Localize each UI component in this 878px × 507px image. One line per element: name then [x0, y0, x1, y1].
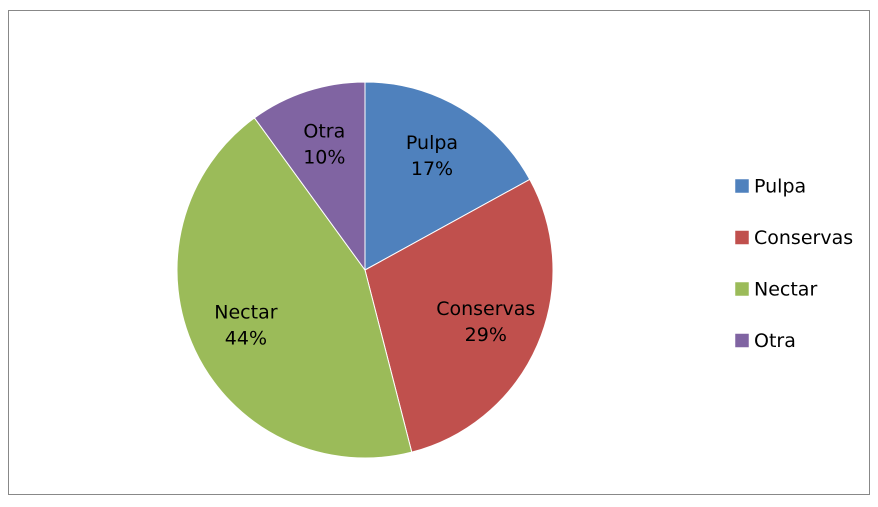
slice-category-label: Otra: [303, 120, 345, 142]
legend-label: Pulpa: [754, 176, 806, 198]
pie-slice: [176, 117, 413, 459]
legend-swatch: [734, 333, 750, 348]
slice-category-label: Nectar: [214, 302, 277, 324]
pie-slice: [364, 81, 531, 271]
pie-slice: [364, 178, 554, 453]
slice-category-label: Conservas: [436, 298, 535, 320]
slice-category-label: Pulpa: [406, 132, 458, 154]
legend-label: Conservas: [754, 227, 853, 249]
legend-label: Otra: [754, 330, 796, 352]
slice-value-label: 44%: [225, 328, 267, 350]
pie-slice: [253, 81, 366, 272]
legend-swatch: [734, 230, 750, 245]
slice-value-label: 10%: [303, 146, 345, 168]
legend-label: Nectar: [754, 279, 817, 301]
slice-value-label: 29%: [465, 324, 507, 346]
slice-value-label: 17%: [411, 158, 453, 180]
legend-swatch: [734, 178, 750, 194]
legend-swatch: [734, 281, 750, 297]
